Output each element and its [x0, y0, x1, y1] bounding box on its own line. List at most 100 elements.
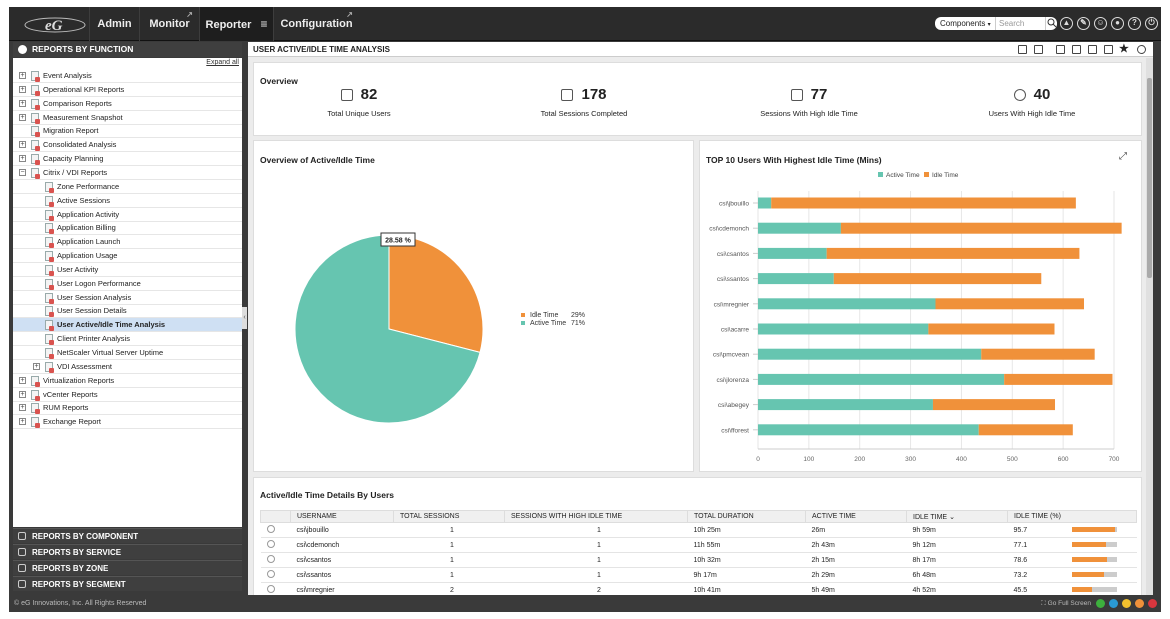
expand-toggle-icon[interactable]: + [19, 99, 26, 107]
globe-icon [18, 564, 26, 572]
nav-tab-reporter[interactable]: Reporter ≡ [199, 7, 273, 41]
tree-item[interactable]: User Session Analysis [13, 291, 242, 305]
table-header-idle-time[interactable]: IDLE TIME ⌄ [906, 510, 1008, 523]
table-row[interactable]: csi\ssantos 1 1 9h 17m 2h 29m 6h 48m 73.2 [260, 567, 1137, 583]
edit-icon[interactable] [1018, 45, 1027, 54]
status-normal-icon[interactable] [1096, 599, 1105, 608]
alarm-clock-icon[interactable] [1137, 45, 1146, 54]
expand-toggle-icon[interactable]: + [19, 376, 26, 384]
user-icon[interactable]: ☺ [1094, 17, 1107, 30]
tree-item[interactable]: + Exchange Report [13, 415, 242, 430]
alarm-icon[interactable]: ▲ [1060, 17, 1073, 30]
expand-toggle-icon[interactable]: + [19, 85, 26, 93]
app-window: eG Admin Monitor ↗ Reporter ≡ Configurati… [9, 7, 1161, 612]
help-icon[interactable]: ? [1128, 17, 1141, 30]
cell-idle-pct: 95.7 [1007, 522, 1137, 538]
table-header-active-time[interactable]: ACTIVE TIME [805, 510, 907, 523]
table-header-total-sessions[interactable]: TOTAL SESSIONS [393, 510, 505, 523]
tree-item[interactable]: User Activity [13, 263, 242, 277]
cell-idle-pct: 77.1 [1007, 537, 1137, 553]
tree-item[interactable]: + Virtualization Reports [13, 374, 242, 388]
menu-icon[interactable]: ≡ [260, 17, 268, 31]
tree-item[interactable]: + Event Analysis [13, 69, 242, 83]
copy-icon[interactable] [1034, 45, 1043, 54]
tree-item[interactable]: User Logon Performance [13, 277, 242, 291]
table-header-idle-time-pct[interactable]: IDLE TIME (%) [1007, 510, 1137, 523]
collapse-sidebar-handle[interactable]: ‹ [242, 307, 247, 329]
expand-toggle-icon[interactable]: + [19, 404, 26, 412]
nav-tab-configuration[interactable]: Configuration ↗ [273, 7, 359, 41]
section-reports-by-component[interactable]: REPORTS BY COMPONENT [13, 528, 242, 543]
component-select[interactable]: Components ▾ [935, 17, 995, 30]
tree-item[interactable]: − Citrix / VDI Reports [13, 166, 242, 180]
table-row[interactable]: csi\csantos 1 1 10h 32m 2h 15m 8h 17m 78.6 [260, 552, 1137, 568]
tree-item[interactable]: Migration Report [13, 124, 242, 139]
expand-toggle-icon[interactable]: + [19, 418, 26, 426]
tools-icon[interactable]: ✎ [1077, 17, 1090, 30]
expand-toggle-icon[interactable]: + [19, 113, 26, 121]
search-icon[interactable] [1045, 17, 1057, 30]
full-screen-button[interactable]: ⛶ Go Full Screen [1041, 600, 1091, 607]
expand-icon[interactable]: ⤢ [1119, 151, 1127, 162]
sidebar-header[interactable]: REPORTS BY FUNCTION [13, 42, 242, 57]
save-icon[interactable] [1056, 45, 1065, 54]
user-icon [266, 540, 275, 548]
star-icon[interactable]: ★ [1119, 43, 1129, 55]
tree-item[interactable]: Client Printer Analysis [13, 332, 242, 347]
tree-item[interactable]: + Capacity Planning [13, 152, 242, 167]
table-row[interactable]: csi\jbouillo 1 1 10h 25m 26m 9h 59m 95.7 [260, 522, 1137, 538]
tree-item[interactable]: Application Usage [13, 249, 242, 264]
tree-item[interactable]: + VDI Assessment [13, 360, 242, 374]
tree-item[interactable]: + Consolidated Analysis [13, 138, 242, 153]
expand-toggle-icon[interactable]: + [19, 390, 26, 398]
table-header-high-idle-sessions[interactable]: SESSIONS WITH HIGH IDLE TIME [504, 510, 688, 523]
nav-tab-monitor[interactable]: Monitor ↗ [139, 7, 199, 41]
report-icon [45, 264, 54, 276]
tree-item[interactable]: Application Billing [13, 221, 242, 236]
tree-item[interactable]: + RUM Reports [13, 401, 242, 416]
tree-item[interactable]: Application Launch [13, 235, 242, 250]
status-major-icon[interactable] [1135, 599, 1144, 608]
section-reports-by-zone[interactable]: REPORTS BY ZONE [13, 560, 242, 575]
report-icon [45, 361, 54, 373]
power-icon[interactable]: ⏻ [1145, 17, 1158, 30]
table-header-total-duration[interactable]: TOTAL DURATION [687, 510, 806, 523]
status-minor-icon[interactable] [1122, 599, 1131, 608]
tree-item[interactable]: Application Activity [13, 208, 242, 222]
table-row[interactable]: csi\cdemonch 1 1 11h 55m 2h 43m 9h 12m 77.1 [260, 537, 1137, 553]
tree-item[interactable]: + Measurement Snapshot [13, 111, 242, 125]
tree-item[interactable]: NetScaler Virtual Server Uptime [13, 346, 242, 360]
section-reports-by-service[interactable]: REPORTS BY SERVICE [13, 544, 242, 559]
expand-toggle-icon[interactable]: + [19, 72, 26, 79]
main-scrollbar[interactable] [1146, 58, 1153, 595]
tree-item-label: Virtualization Reports [43, 375, 115, 385]
tree-item-label: Application Launch [57, 237, 121, 247]
nav-tab-admin[interactable]: Admin [89, 7, 139, 41]
table-header-username[interactable]: USERNAME [290, 510, 394, 523]
notification-icon[interactable]: ● [1111, 17, 1124, 30]
tree-item[interactable]: + Operational KPI Reports [13, 83, 242, 97]
expand-toggle-icon[interactable]: + [19, 141, 26, 149]
collapse-toggle-icon[interactable]: − [19, 168, 26, 176]
sort-desc-icon[interactable]: ⌄ [949, 513, 955, 521]
email-icon[interactable] [1088, 45, 1097, 54]
status-info-icon[interactable] [1109, 599, 1118, 608]
cell-username: csi\ssantos [290, 567, 394, 583]
tree-item[interactable]: + vCenter Reports [13, 388, 242, 402]
search-input[interactable]: Search [995, 17, 1045, 30]
tree-item[interactable]: + Comparison Reports [13, 97, 242, 111]
tree-item[interactable]: User Active/Idle Time Analysis [13, 318, 242, 333]
scroll-thumb[interactable] [1147, 78, 1152, 278]
section-reports-by-segment[interactable]: REPORTS BY SEGMENT [13, 576, 242, 591]
expand-toggle-icon[interactable]: + [33, 362, 40, 370]
export-icon[interactable] [1104, 45, 1113, 54]
status-critical-icon[interactable] [1148, 599, 1157, 608]
print-icon[interactable] [1072, 45, 1081, 54]
expand-toggle-icon[interactable]: + [19, 155, 26, 163]
tree-item[interactable]: User Session Details [13, 304, 242, 319]
table-row[interactable]: csi\mregnier 2 2 10h 41m 5h 49m 4h 52m 45.5 [260, 582, 1137, 595]
tree-item[interactable]: Active Sessions [13, 194, 242, 208]
tree-item[interactable]: Zone Performance [13, 180, 242, 194]
expand-all-link[interactable]: Expand all [206, 59, 239, 66]
y-tick-label: csi\mregnier [714, 301, 750, 308]
